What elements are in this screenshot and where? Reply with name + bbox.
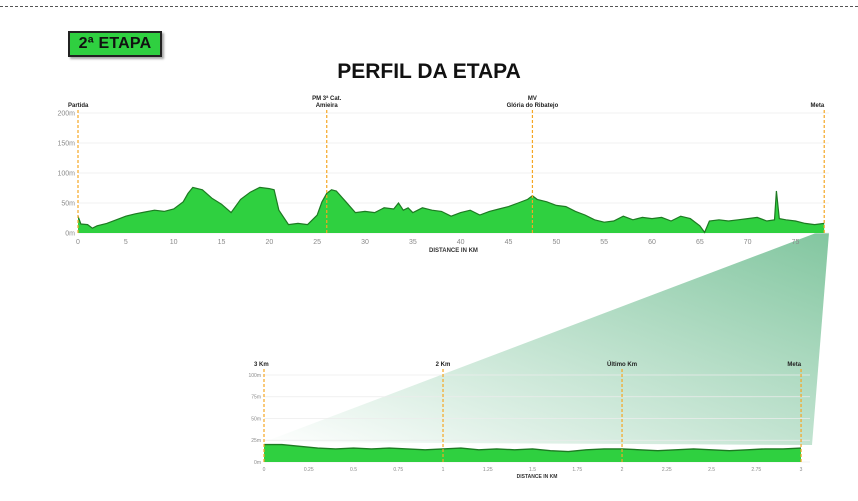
y-tick-label: 200m: [57, 110, 75, 117]
x-tick-label: 45: [505, 239, 513, 246]
marker-label: Meta: [811, 103, 825, 109]
x-tick-label: 50: [552, 239, 560, 246]
x-tick-label: 30: [361, 239, 369, 246]
marker-label: Glória do Ribatejo: [507, 103, 559, 109]
x-tick-label: 35: [409, 239, 417, 246]
marker-label: Último Km: [607, 361, 637, 368]
x-tick-label: 15: [218, 239, 226, 246]
stage-badge-label: 2ª ETAPA: [78, 35, 152, 52]
x-tick-label: 10: [170, 239, 178, 246]
y-tick-label: 100m: [248, 373, 261, 379]
y-tick-label: 75m: [251, 395, 261, 401]
x-tick-label: 5: [124, 239, 128, 246]
x-tick-label: 0: [263, 467, 266, 473]
x-tick-label: 2.25: [662, 467, 672, 473]
marker-label: 3 Km: [254, 362, 269, 368]
x-axis-label: DISTANCE IN KM: [517, 474, 558, 480]
x-tick-label: 20: [265, 239, 273, 246]
x-tick-label: 65: [696, 239, 704, 246]
x-tick-label: 3: [800, 467, 803, 473]
x-tick-label: 0.75: [393, 467, 403, 473]
marker-label: MV: [528, 96, 537, 102]
x-tick-label: 1.75: [572, 467, 582, 473]
x-tick-label: 60: [648, 239, 656, 246]
x-tick-label: 55: [600, 239, 608, 246]
x-tick-label: 0.25: [304, 467, 314, 473]
marker-label: Amieira: [316, 103, 339, 109]
x-tick-label: 2.5: [708, 467, 715, 473]
marker-label: PM 3ª Cat.: [312, 95, 342, 102]
x-tick-label: 0.5: [350, 467, 357, 473]
page-title: PERFIL DA ETAPA: [337, 60, 521, 83]
marker-label: Partida: [68, 103, 89, 109]
x-tick-label: 1: [442, 467, 445, 473]
elevation-area: [78, 187, 825, 233]
y-tick-label: 50m: [61, 200, 75, 207]
last-3km-profile-chart: 0m 25m 50m 75m 100m 0 0.25 0.5 0.75 1 1.25 1.5 1.75 2…: [248, 361, 810, 480]
marker-label: 2 Km: [436, 362, 451, 368]
marker-label: Meta: [787, 362, 801, 368]
elevation-line: [77, 186, 825, 234]
y-tick-label: 50m: [251, 416, 261, 422]
zoom-band: [264, 233, 829, 445]
main-profile-chart: 0m 50m 100m 150m 200m 0 5 10 15 20 25 30 35 40 45 50 55 6…: [57, 95, 829, 254]
y-tick-label: 0m: [254, 460, 261, 466]
x-tick-label: 40: [457, 239, 465, 246]
x-tick-label: 70: [744, 239, 752, 246]
x-tick-label: 75: [792, 239, 800, 246]
y-tick-label: 25m: [251, 438, 261, 444]
x-tick-label: 25: [313, 239, 321, 246]
zoom-band-shape: [264, 233, 829, 445]
x-tick-label: 2: [621, 467, 624, 473]
x-tick-label: 1.5: [529, 467, 536, 473]
y-tick-label: 150m: [57, 140, 75, 147]
x-axis-label: DISTANCE IN KM: [429, 248, 478, 254]
x-tick-label: 2.75: [751, 467, 761, 473]
elevation-line: [264, 443, 802, 453]
x-tick-label: 0: [76, 239, 80, 246]
y-tick-label: 100m: [57, 170, 75, 177]
stage-badge: 2ª ETAPA: [68, 31, 162, 57]
y-tick-label: 0m: [65, 230, 75, 237]
top-dashed-border: [0, 6, 858, 7]
elevation-area: [264, 444, 801, 462]
x-tick-label: 1.25: [483, 467, 493, 473]
